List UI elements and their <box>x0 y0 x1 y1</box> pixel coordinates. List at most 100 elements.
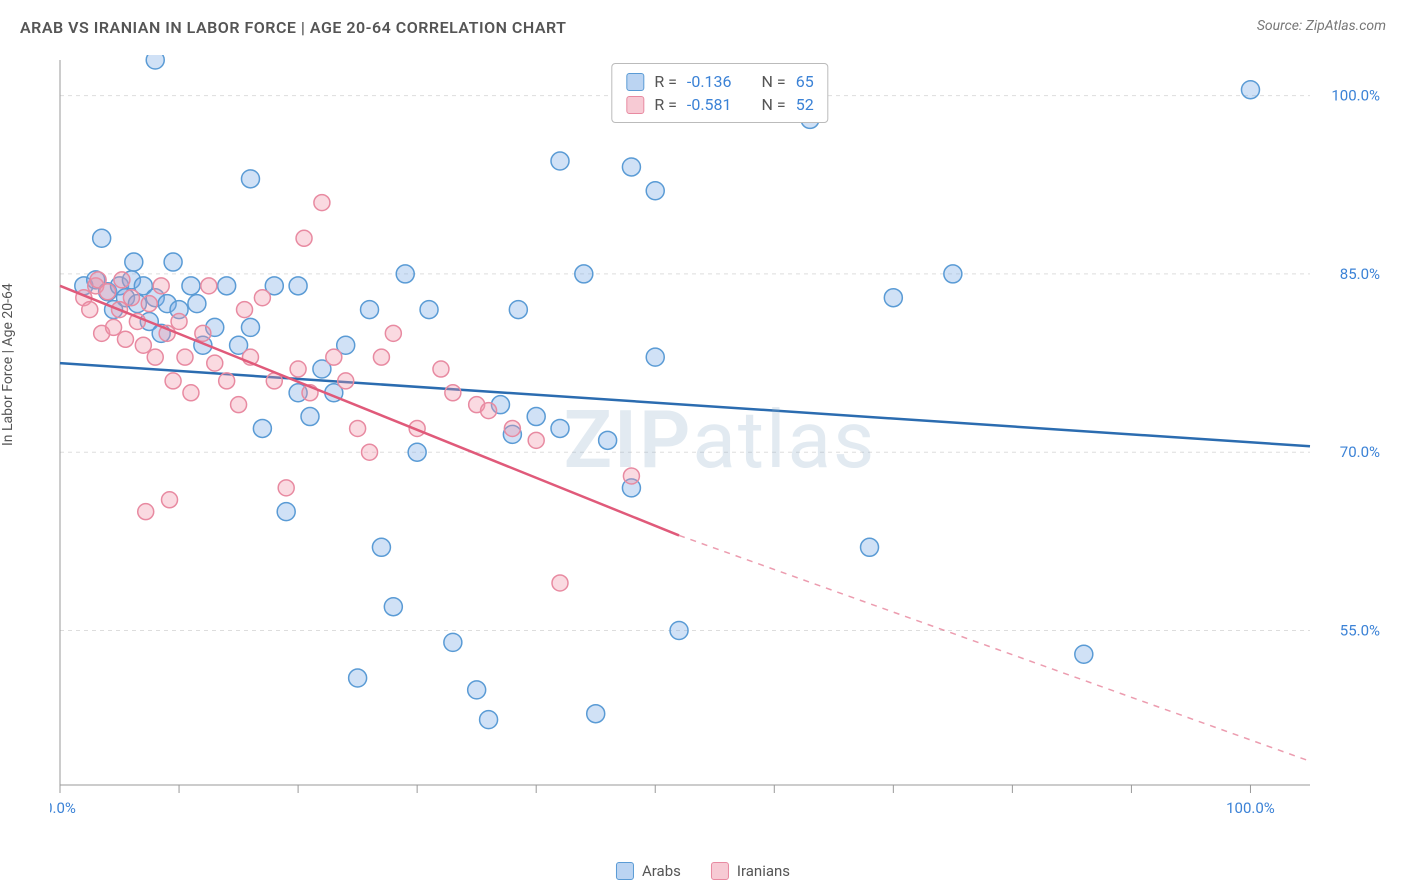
data-point <box>372 538 390 556</box>
data-point <box>528 432 544 448</box>
data-point <box>373 349 389 365</box>
data-point <box>296 230 312 246</box>
data-point <box>361 301 379 319</box>
data-point <box>480 711 498 729</box>
data-point <box>123 290 139 306</box>
data-point <box>146 55 164 69</box>
data-point <box>433 361 449 377</box>
series-legend-item: Iranians <box>711 862 790 880</box>
data-point <box>183 385 199 401</box>
data-point <box>177 349 193 365</box>
y-tick-label: 70.0% <box>1340 443 1380 461</box>
x-tick-label: 100.0% <box>1226 799 1275 817</box>
series-legend-item: Arabs <box>616 862 681 880</box>
data-point <box>396 265 414 283</box>
series-legend-label: Arabs <box>642 862 681 880</box>
legend-swatch <box>626 96 644 114</box>
legend-n-value: 65 <box>796 72 814 91</box>
data-point <box>201 278 217 294</box>
data-point <box>277 503 295 521</box>
legend-r-label: R = <box>654 72 677 91</box>
data-point <box>468 681 486 699</box>
data-point <box>420 301 438 319</box>
legend-row: R = -0.581 N = 52 <box>626 93 813 116</box>
legend-n-label: N = <box>762 72 786 91</box>
series-legend: Arabs Iranians <box>616 862 790 880</box>
data-point <box>326 349 342 365</box>
data-point <box>551 419 569 437</box>
data-point <box>301 408 319 426</box>
data-point <box>114 272 130 288</box>
data-point <box>408 443 426 461</box>
data-point <box>138 504 154 520</box>
data-point <box>504 420 520 436</box>
data-point <box>599 431 617 449</box>
data-point <box>670 621 688 639</box>
data-point <box>100 284 116 300</box>
legend-r-label: R = <box>654 95 677 114</box>
data-point <box>944 265 962 283</box>
data-point <box>552 575 568 591</box>
correlation-legend: R = -0.136 N = 65 R = -0.581 N = 52 <box>611 63 828 123</box>
trend-line <box>60 363 1310 446</box>
data-point <box>241 170 259 188</box>
data-point <box>646 348 664 366</box>
legend-swatch <box>626 73 644 91</box>
y-tick-label: 85.0% <box>1340 265 1380 283</box>
plot-area: 0.0% 100.0% 55.0% 70.0% 85.0% 100.0% R = -0.13… <box>50 55 1390 825</box>
data-point <box>509 301 527 319</box>
legend-r-value: -0.581 <box>687 95 732 114</box>
data-point <box>385 325 401 341</box>
data-point <box>253 419 271 437</box>
data-point <box>125 253 143 271</box>
series-legend-label: Iranians <box>737 862 790 880</box>
source-attribution: Source: ZipAtlas.com <box>1257 18 1386 34</box>
y-axis-title: In Labor Force | Age 20-64 <box>0 283 16 446</box>
data-point <box>1241 81 1259 99</box>
data-point <box>290 361 306 377</box>
data-point <box>82 302 98 318</box>
data-point <box>1075 645 1093 663</box>
chart-title: ARAB VS IRANIAN IN LABOR FORCE | AGE 20-… <box>20 18 567 37</box>
trend-line <box>60 286 679 536</box>
legend-swatch <box>711 862 729 880</box>
data-point <box>362 444 378 460</box>
data-point <box>218 277 236 295</box>
data-point <box>106 319 122 335</box>
data-point <box>207 355 223 371</box>
legend-n-label: N = <box>762 95 786 114</box>
data-point <box>444 633 462 651</box>
data-point <box>527 408 545 426</box>
data-point <box>884 289 902 307</box>
data-point <box>384 598 402 616</box>
data-point <box>622 158 640 176</box>
x-tick-label: 0.0% <box>50 799 76 817</box>
data-point <box>135 337 151 353</box>
data-point <box>147 349 163 365</box>
legend-row: R = -0.136 N = 65 <box>626 70 813 93</box>
data-point <box>164 253 182 271</box>
data-point <box>646 182 664 200</box>
data-point <box>188 295 206 313</box>
data-point <box>861 538 879 556</box>
y-tick-label: 55.0% <box>1340 621 1380 639</box>
data-point <box>350 420 366 436</box>
scatter-plot-svg: 0.0% 100.0% 55.0% 70.0% 85.0% 100.0% <box>50 55 1390 825</box>
data-point <box>153 278 169 294</box>
data-point <box>349 669 367 687</box>
y-tick-label: 100.0% <box>1331 87 1380 105</box>
legend-r-value: -0.136 <box>687 72 732 91</box>
data-point <box>338 373 354 389</box>
data-point <box>141 296 157 312</box>
data-point <box>551 152 569 170</box>
data-point <box>195 325 211 341</box>
data-point <box>241 318 259 336</box>
data-point <box>93 229 111 247</box>
data-point <box>587 705 605 723</box>
data-point <box>162 492 178 508</box>
chart-container: ARAB VS IRANIAN IN LABOR FORCE | AGE 20-… <box>0 0 1406 892</box>
legend-n-value: 52 <box>796 95 814 114</box>
data-point <box>219 373 235 389</box>
data-point <box>171 313 187 329</box>
data-point <box>165 373 181 389</box>
